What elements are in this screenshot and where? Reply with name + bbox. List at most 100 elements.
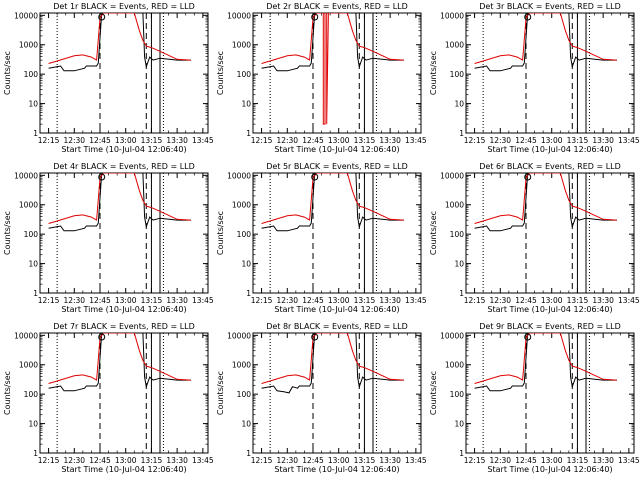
x-tick-label: 13:00 xyxy=(541,296,563,305)
x-tick-label: 13:45 xyxy=(192,456,214,465)
y-tick-label: 1 xyxy=(33,129,38,138)
panel-title: Det 1r BLACK = Events, RED = LLD xyxy=(53,2,195,11)
y-tick-label: 10 xyxy=(28,100,38,109)
y-tick-label: 10 xyxy=(28,420,38,429)
x-axis-label: Start Time (10-Jul-04 12:06:40) xyxy=(487,145,612,154)
x-tick-label: 12:45 xyxy=(89,296,111,305)
peak-marker-circle xyxy=(524,173,532,181)
panel-title: Det 8r BLACK = Events, RED = LLD xyxy=(266,322,408,331)
x-axis-label: Start Time (10-Jul-04 12:06:40) xyxy=(61,465,186,474)
x-tick-label: 13:00 xyxy=(115,296,137,305)
y-tick-label: 10 xyxy=(28,260,38,269)
series-lld-line xyxy=(261,333,404,384)
series-lld-line xyxy=(48,333,191,384)
x-tick-label: 12:15 xyxy=(251,136,273,145)
series-lld-line xyxy=(474,173,617,224)
y-tick-label: 1 xyxy=(459,289,464,298)
y-tick-label: 100 xyxy=(450,390,465,399)
panel-title: Det 5r BLACK = Events, RED = LLD xyxy=(266,162,408,171)
panel-title: Det 7r BLACK = Events, RED = LLD xyxy=(53,322,195,331)
detector-panel-4: Det 4r BLACK = Events, RED = LLD 1 10 100 10… xyxy=(3,162,214,314)
detector-panel-6: Det 6r BLACK = Events, RED = LLD 1 10 100 10… xyxy=(429,162,640,314)
panel-title: Det 6r BLACK = Events, RED = LLD xyxy=(479,162,621,171)
x-tick-label: 12:30 xyxy=(63,136,85,145)
y-tick-label: 1000 xyxy=(232,201,251,210)
y-axis-label: Counts/sec xyxy=(216,211,225,255)
x-tick-label: 13:45 xyxy=(618,136,640,145)
y-tick-label: 100 xyxy=(237,70,252,79)
peak-marker-circle xyxy=(524,333,532,341)
y-tick-label: 1 xyxy=(33,449,38,458)
x-tick-label: 13:00 xyxy=(115,136,137,145)
x-tick-label: 13:30 xyxy=(379,456,401,465)
y-tick-label: 1000 xyxy=(445,361,464,370)
y-tick-label: 10000 xyxy=(440,11,464,20)
y-tick-label: 1 xyxy=(246,449,251,458)
x-tick-label: 13:45 xyxy=(618,456,640,465)
x-axis-label: Start Time (10-Jul-04 12:06:40) xyxy=(487,465,612,474)
y-axis-label: Counts/sec xyxy=(429,51,438,95)
x-tick-label: 13:30 xyxy=(592,456,614,465)
peak-marker-circle xyxy=(311,333,319,341)
y-tick-label: 1 xyxy=(246,129,251,138)
y-axis-label: Counts/sec xyxy=(429,211,438,255)
plot-frame xyxy=(252,12,422,134)
x-tick-label: 12:45 xyxy=(302,456,324,465)
x-tick-label: 12:45 xyxy=(89,136,111,145)
x-tick-label: 12:45 xyxy=(515,136,537,145)
x-tick-label: 13:15 xyxy=(354,296,376,305)
x-tick-label: 13:30 xyxy=(166,296,188,305)
y-tick-label: 10000 xyxy=(227,11,251,20)
x-tick-label: 12:15 xyxy=(38,136,60,145)
x-tick-label: 12:15 xyxy=(38,456,60,465)
x-tick-label: 13:30 xyxy=(592,296,614,305)
series-events-line xyxy=(48,13,191,72)
peak-marker-circle xyxy=(98,333,106,341)
y-tick-label: 10 xyxy=(241,420,251,429)
plot-frame xyxy=(39,332,209,454)
x-tick-label: 12:30 xyxy=(489,136,511,145)
x-tick-label: 13:15 xyxy=(567,456,589,465)
series-events-line xyxy=(474,333,617,392)
plot-frame xyxy=(465,332,635,454)
series-events-line xyxy=(48,333,191,392)
y-tick-label: 100 xyxy=(237,230,252,239)
panel-title: Det 9r BLACK = Events, RED = LLD xyxy=(479,322,621,331)
x-tick-label: 13:30 xyxy=(166,136,188,145)
y-tick-label: 1 xyxy=(246,289,251,298)
y-tick-label: 10 xyxy=(454,420,464,429)
y-tick-label: 10000 xyxy=(440,171,464,180)
series-events-line xyxy=(261,13,404,72)
y-tick-label: 10 xyxy=(241,100,251,109)
x-tick-label: 12:15 xyxy=(251,456,273,465)
peak-marker-circle xyxy=(311,13,319,21)
plot-frame xyxy=(39,172,209,294)
y-tick-label: 1000 xyxy=(19,361,38,370)
x-tick-label: 13:30 xyxy=(166,456,188,465)
x-tick-label: 12:30 xyxy=(276,136,298,145)
x-tick-label: 12:30 xyxy=(63,456,85,465)
x-tick-label: 12:45 xyxy=(515,296,537,305)
x-tick-label: 12:30 xyxy=(63,296,85,305)
y-tick-label: 1000 xyxy=(19,41,38,50)
x-tick-label: 12:45 xyxy=(302,296,324,305)
plot-frame xyxy=(252,332,422,454)
series-lld-line xyxy=(261,13,404,125)
x-tick-label: 13:30 xyxy=(592,136,614,145)
x-tick-label: 12:45 xyxy=(515,456,537,465)
y-tick-label: 1000 xyxy=(232,41,251,50)
y-axis-label: Counts/sec xyxy=(3,371,12,415)
y-axis-label: Counts/sec xyxy=(216,371,225,415)
y-tick-label: 10 xyxy=(241,260,251,269)
series-events-line xyxy=(474,173,617,232)
series-events-line xyxy=(261,173,404,232)
y-tick-label: 1 xyxy=(459,129,464,138)
y-tick-label: 100 xyxy=(24,70,39,79)
x-tick-label: 12:15 xyxy=(464,136,486,145)
y-axis-label: Counts/sec xyxy=(3,51,12,95)
x-tick-label: 12:30 xyxy=(489,296,511,305)
x-tick-label: 12:45 xyxy=(89,456,111,465)
x-tick-label: 13:00 xyxy=(541,136,563,145)
x-tick-label: 12:30 xyxy=(489,456,511,465)
